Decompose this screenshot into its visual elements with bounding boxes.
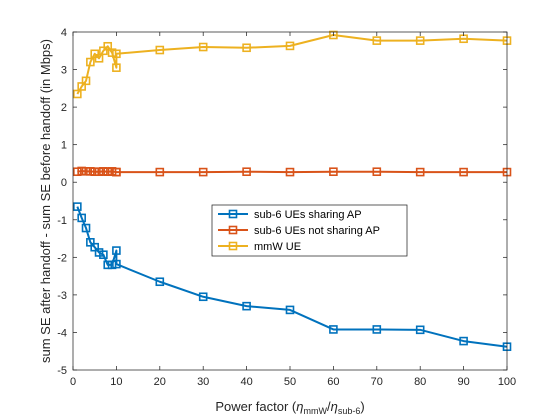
series-2-marker: [415, 36, 425, 45]
series-layer: [73, 30, 512, 352]
legend-label-1: sub-6 UEs not sharing AP: [254, 225, 380, 237]
series-2-marker: [81, 76, 91, 86]
series-0-marker: [459, 336, 468, 346]
series-2-marker: [198, 42, 208, 52]
x-tick-label: 60: [327, 376, 339, 388]
plot-frame: [72, 31, 508, 371]
series-0-marker: [242, 301, 251, 311]
series-1-marker: [94, 167, 104, 177]
series-1-marker: [77, 166, 86, 176]
x-tick-label: 100: [498, 376, 516, 388]
series-1-marker: [329, 167, 338, 177]
series-1-marker: [73, 167, 82, 177]
series-1-marker: [107, 167, 117, 176]
series-1-marker: [99, 167, 108, 176]
series-2-marker: [372, 36, 382, 45]
series-2-marker: [242, 43, 251, 53]
x-tick-label: 30: [197, 376, 209, 388]
series-0-marker: [372, 325, 382, 334]
series-2-marker: [94, 53, 104, 63]
y-tick-label: -1: [57, 215, 67, 227]
y-tick-label: 1: [61, 140, 67, 152]
series-2-marker: [99, 46, 108, 56]
series-2-marker: [285, 41, 295, 51]
series-2-marker: [112, 63, 121, 72]
x-tick-label: 70: [371, 376, 383, 388]
series-0-marker: [103, 260, 113, 270]
series-1-marker: [459, 167, 468, 177]
series-2-marker: [103, 41, 113, 51]
y-axis-label: sum SE after handoff - sum SE before han…: [38, 39, 53, 363]
series-line-2: [76, 34, 508, 95]
y-tick-label: 0: [61, 177, 67, 189]
y-tick-label: -4: [57, 327, 67, 339]
series-0-marker: [94, 248, 104, 257]
x-tick-label: 10: [110, 376, 122, 388]
series-0-marker: [285, 305, 295, 315]
x-tick-label: 0: [70, 376, 76, 388]
series-1-marker: [112, 167, 121, 177]
series-0-marker: [112, 259, 121, 269]
series-1-marker: [155, 167, 165, 177]
x-tick-label: 20: [154, 376, 166, 388]
series-0-marker: [198, 292, 208, 302]
series-0-marker: [81, 223, 91, 233]
series-1-marker: [86, 167, 95, 176]
series-2-marker: [112, 49, 121, 59]
y-tick-label: 2: [61, 102, 67, 114]
series-1-marker: [81, 167, 91, 176]
series-0-marker: [90, 242, 99, 252]
legend-label-2: mmW UE: [254, 241, 301, 253]
series-2-marker: [329, 30, 338, 40]
series-1-marker: [285, 167, 295, 177]
x-tick-label: 90: [457, 376, 469, 388]
series-0-marker: [77, 213, 86, 223]
legend-marker-0: [228, 209, 238, 219]
y-tick-label: -3: [57, 290, 67, 302]
series-line-1: [77, 169, 507, 174]
series-2-marker: [77, 82, 86, 91]
series-0-marker: [86, 238, 95, 247]
x-tick-label: 80: [414, 376, 426, 388]
series-1-marker: [198, 167, 208, 177]
series-2-marker: [86, 57, 95, 67]
series-1-marker: [242, 167, 251, 177]
legend-label-0: sub-6 UEs sharing AP: [254, 209, 362, 221]
series-0-marker: [99, 250, 108, 260]
series-2-marker: [73, 89, 82, 99]
y-tick-label: -5: [57, 365, 67, 377]
series-2-marker: [107, 48, 117, 57]
x-axis-label: Power factor (ηmmW/ηsub-6): [215, 399, 364, 416]
y-axis: 4 3 2 1 0 -1 -2 -3 -4 -5: [57, 27, 507, 377]
legend: sub-6 UEs sharing AP sub-6 UEs not sharin…: [211, 204, 408, 257]
y-tick-label: 3: [61, 65, 67, 77]
series-1-marker: [90, 167, 99, 177]
x-axis: 0 10 20 30 40 50 60 70 80 90 100: [70, 32, 516, 388]
series-0-marker: [415, 325, 425, 335]
series-0-marker: [155, 277, 165, 287]
series-2-marker: [90, 49, 99, 59]
y-tick-label: -2: [57, 252, 67, 264]
x-tick-label: 40: [240, 376, 252, 388]
series-2-marker: [155, 45, 165, 55]
legend-marker-1: [228, 225, 238, 235]
series-0-marker: [107, 260, 117, 270]
y-tick-label: 4: [61, 27, 67, 39]
x-tick-label: 50: [284, 376, 296, 388]
series-0-marker: [112, 246, 121, 255]
series-0-marker: [329, 325, 338, 334]
legend-marker-2: [228, 241, 238, 251]
series-1-marker: [103, 167, 113, 177]
series-1-marker: [372, 167, 382, 177]
series-0-marker: [73, 202, 82, 211]
series-1-marker: [415, 167, 425, 177]
